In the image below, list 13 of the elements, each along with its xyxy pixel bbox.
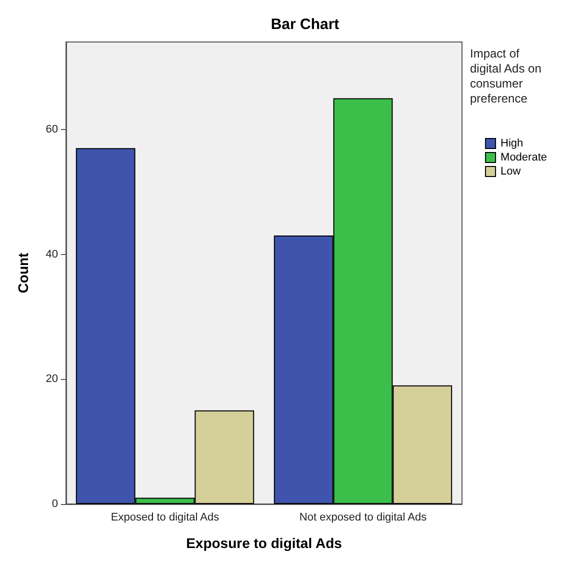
legend-title: Impact of digital Ads on consumer preference xyxy=(470,46,545,106)
x-tick-label: Exposed to digital Ads xyxy=(110,512,220,524)
chart-title: Bar Chart xyxy=(270,16,340,33)
legend-label: High xyxy=(500,138,524,150)
y-axis-title: Count xyxy=(15,252,31,294)
legend-label: Moderate xyxy=(500,152,548,164)
y-tick-label: 60 xyxy=(46,123,58,136)
y-tick-label: 0 xyxy=(52,498,58,510)
x-axis-title: Exposure to digital Ads xyxy=(186,535,342,551)
x-tick-label: Not exposed to digital Ads xyxy=(299,512,428,524)
y-tick-label: 20 xyxy=(46,373,58,386)
legend-label: Low xyxy=(500,166,521,178)
y-tick-label: 40 xyxy=(46,248,58,260)
